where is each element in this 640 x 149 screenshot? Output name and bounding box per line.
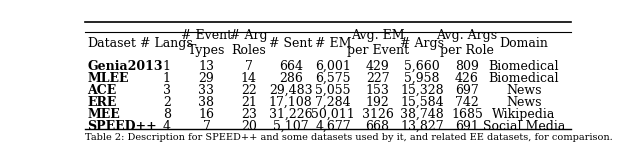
Text: 6,575: 6,575 [316,72,351,85]
Text: 22: 22 [241,84,257,97]
Text: 227: 227 [366,72,389,85]
Text: # Langs: # Langs [140,37,193,50]
Text: 29,483: 29,483 [269,84,312,97]
Text: Avg. EM
per Event: Avg. EM per Event [346,29,409,57]
Text: 3: 3 [163,84,171,97]
Text: SPEED++: SPEED++ [88,120,157,133]
Text: 1685: 1685 [451,108,483,121]
Text: # Args: # Args [400,37,444,50]
Text: 809: 809 [455,60,479,73]
Text: # Sent: # Sent [269,37,312,50]
Text: 17,108: 17,108 [269,96,313,109]
Text: # EM: # EM [315,37,351,50]
Text: 5,107: 5,107 [273,120,308,133]
Text: 286: 286 [279,72,303,85]
Text: ACE: ACE [88,84,116,97]
Text: 7: 7 [244,60,253,73]
Text: News: News [506,84,541,97]
Text: # Event
Types: # Event Types [181,29,232,57]
Text: Biomedical: Biomedical [489,72,559,85]
Text: 7,284: 7,284 [315,96,351,109]
Text: 13,827: 13,827 [401,120,444,133]
Text: 4,677: 4,677 [315,120,351,133]
Text: 5,958: 5,958 [404,72,440,85]
Text: # Arg
Roles: # Arg Roles [230,29,268,57]
Text: Biomedical: Biomedical [489,60,559,73]
Text: 14: 14 [241,72,257,85]
Text: 2: 2 [163,96,171,109]
Text: 29: 29 [198,72,214,85]
Text: Genia2013: Genia2013 [88,60,163,73]
Text: News: News [506,96,541,109]
Text: Domain: Domain [499,37,548,50]
Text: Dataset: Dataset [88,37,136,50]
Text: Wikipedia: Wikipedia [492,108,556,121]
Text: 153: 153 [365,84,390,97]
Text: MEE: MEE [88,108,120,121]
Text: 13: 13 [198,60,214,73]
Text: 742: 742 [455,96,479,109]
Text: 6,001: 6,001 [315,60,351,73]
Text: 691: 691 [455,120,479,133]
Text: Table 2: Description for SPEED++ and some datasets used by it, and related EE da: Table 2: Description for SPEED++ and som… [85,133,612,142]
Text: 33: 33 [198,84,214,97]
Text: 31,226: 31,226 [269,108,312,121]
Text: 23: 23 [241,108,257,121]
Text: 668: 668 [365,120,390,133]
Text: 192: 192 [365,96,390,109]
Text: 15,584: 15,584 [401,96,444,109]
Text: 5,660: 5,660 [404,60,440,73]
Text: 38,748: 38,748 [401,108,444,121]
Text: 697: 697 [455,84,479,97]
Text: 16: 16 [198,108,214,121]
Text: 1: 1 [163,60,171,73]
Text: 429: 429 [365,60,390,73]
Text: Social Media: Social Media [483,120,565,133]
Text: 20: 20 [241,120,257,133]
Text: 38: 38 [198,96,214,109]
Text: Avg. Args
per Role: Avg. Args per Role [436,29,497,57]
Text: 1: 1 [163,72,171,85]
Text: 426: 426 [455,72,479,85]
Text: 15,328: 15,328 [401,84,444,97]
Text: 3126: 3126 [362,108,394,121]
Text: 8: 8 [163,108,171,121]
Text: MLEE: MLEE [88,72,129,85]
Text: 664: 664 [279,60,303,73]
Text: 5,055: 5,055 [316,84,351,97]
Text: 4: 4 [163,120,171,133]
Text: 50,011: 50,011 [311,108,355,121]
Text: ERE: ERE [88,96,117,109]
Text: 7: 7 [202,120,211,133]
Text: 21: 21 [241,96,257,109]
